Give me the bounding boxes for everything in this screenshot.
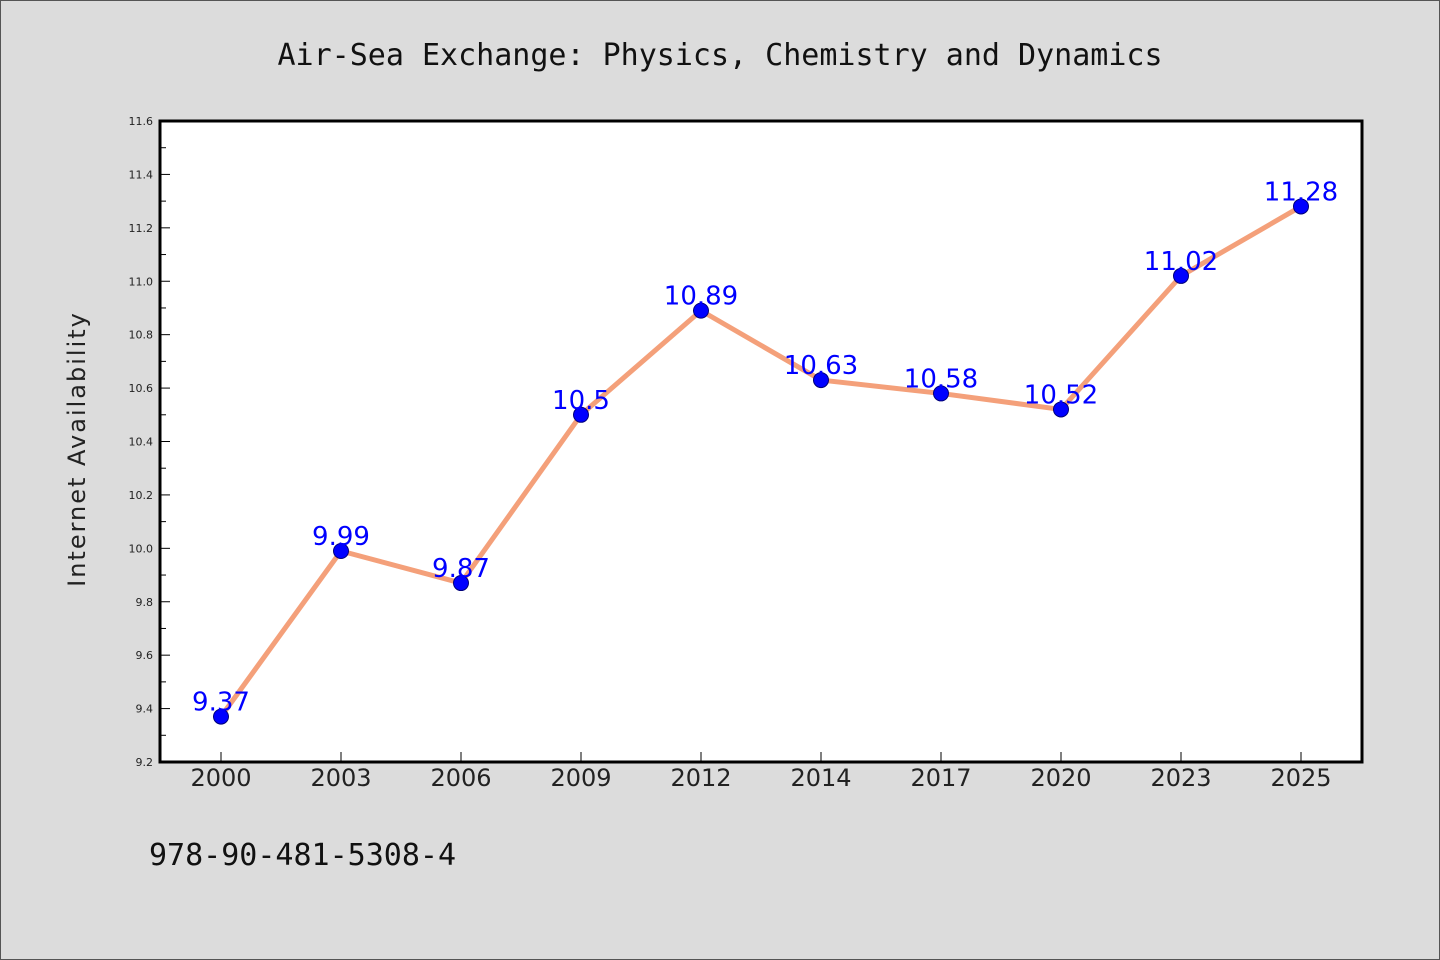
x-tick-label: 2000 [190, 764, 251, 792]
y-tick-label: 10.8 [129, 329, 154, 342]
x-tick-label: 2014 [790, 764, 851, 792]
x-tick-label: 2009 [550, 764, 611, 792]
data-point-marker [693, 302, 709, 319]
data-label: 10.89 [664, 282, 738, 312]
y-tick-label: 11.4 [129, 168, 154, 181]
data-point-marker [573, 406, 589, 423]
data-label: 9.99 [312, 522, 370, 552]
y-tick-label: 9.6 [136, 649, 154, 662]
data-label: 9.87 [432, 554, 490, 584]
data-label: 10.58 [904, 364, 978, 394]
plot-area [158, 119, 1364, 764]
chart-title: Air-Sea Exchange: Physics, Chemistry and… [277, 38, 1162, 73]
data-label: 10.63 [784, 351, 858, 381]
data-label: 11.28 [1264, 177, 1338, 207]
data-point-marker [1173, 267, 1189, 284]
data-point-marker [933, 385, 949, 402]
data-point-marker [213, 708, 229, 725]
y-tick-label: 11.0 [129, 275, 154, 288]
data-point-marker [333, 543, 349, 560]
y-tick-label: 11.6 [129, 115, 154, 128]
data-point-marker [1293, 198, 1309, 215]
y-tick-label: 10.2 [129, 489, 154, 502]
data-point-marker [453, 575, 469, 592]
isbn-annotation: 978-90-481-5308-4 [149, 838, 456, 873]
y-tick-label: 9.8 [136, 596, 154, 609]
x-tick-label: 2006 [430, 764, 491, 792]
data-point-marker [1053, 401, 1069, 418]
y-tick-label: 10.0 [129, 542, 154, 555]
x-tick-label: 2025 [1270, 764, 1331, 792]
y-axis-label: Internet Availability [63, 311, 91, 587]
x-tick-label: 2017 [910, 764, 971, 792]
data-markers [213, 198, 1309, 725]
x-tick-label: 2020 [1030, 764, 1091, 792]
x-tick-label: 2023 [1150, 764, 1211, 792]
x-tick-label: 2012 [670, 764, 731, 792]
y-tick-label: 10.6 [129, 382, 154, 395]
data-point-marker [813, 372, 829, 389]
x-axis-ticks: 2000 2003 2006 2009 2012 2014 2017 2020 2023 2025 [190, 752, 1332, 792]
y-tick-label: 9.2 [136, 756, 154, 769]
data-label: 11.02 [1144, 247, 1218, 277]
x-tick-label: 2003 [310, 764, 371, 792]
data-label: 10.5 [552, 386, 610, 416]
y-tick-label: 9.4 [136, 703, 154, 716]
y-tick-label: 10.4 [129, 436, 154, 449]
data-label: 9.37 [192, 688, 250, 718]
y-axis-ticks: 9.2 9.4 9.6 9.8 10.0 10.2 10.4 10.6 10.8 11.0 11.2… [129, 115, 170, 769]
y-tick-label: 11.2 [129, 222, 154, 235]
data-label: 10.52 [1024, 380, 1098, 410]
data-labels: 9.37 9.99 9.87 10.5 10.89 10.63 10.58 10.52 11.0… [192, 177, 1338, 717]
series-line [218, 204, 1303, 719]
